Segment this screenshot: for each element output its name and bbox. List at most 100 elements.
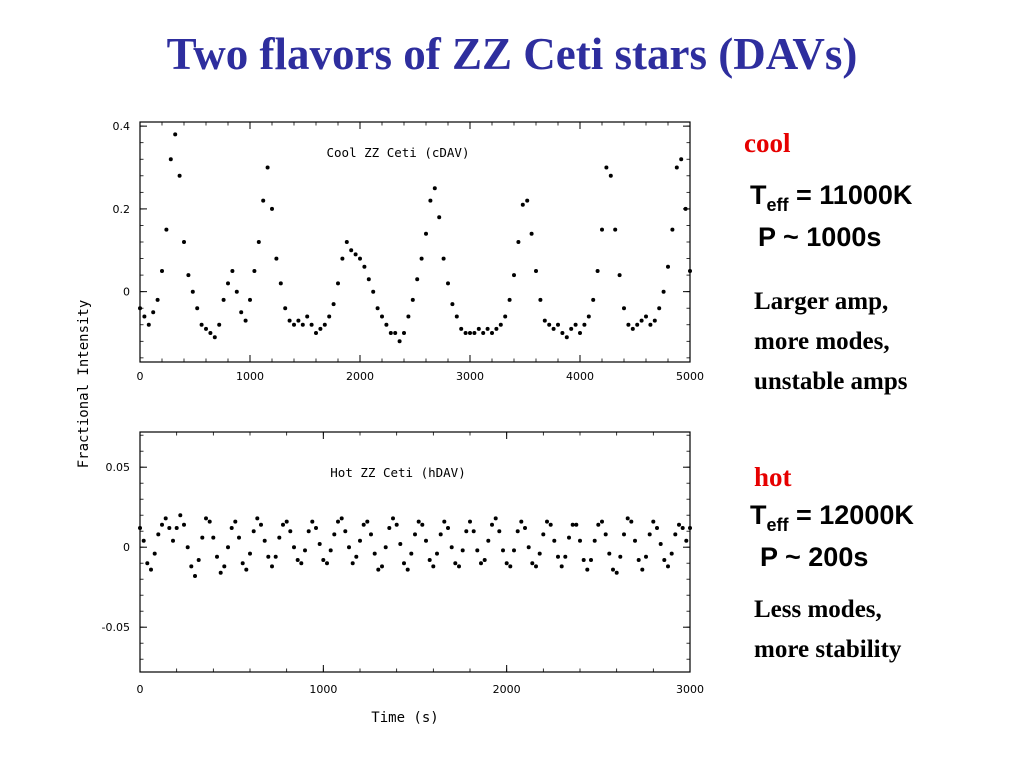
data-point: [655, 526, 659, 530]
data-point: [468, 331, 472, 335]
data-point: [281, 522, 285, 527]
data-point: [306, 529, 311, 534]
data-point: [603, 532, 608, 537]
data-point: [604, 165, 609, 170]
y-tick-label: -0.05: [102, 621, 130, 634]
data-point: [490, 331, 494, 335]
data-point: [547, 322, 552, 327]
data-point: [318, 326, 323, 331]
hot-period: P ~ 200s: [760, 542, 869, 572]
data-point: [520, 202, 525, 207]
data-point: [679, 157, 684, 162]
data-point: [586, 314, 591, 319]
cool-teff-value: = 11000K: [788, 180, 913, 210]
data-point: [534, 564, 538, 569]
data-point: [525, 198, 530, 203]
data-point: [239, 310, 244, 315]
data-point: [438, 532, 443, 537]
x-tick-label: 2000: [493, 683, 521, 696]
data-point: [459, 326, 464, 331]
data-point: [248, 551, 252, 556]
cool-description: Larger amp, more modes, unstable amps: [754, 282, 908, 402]
data-point: [585, 567, 590, 572]
data-point: [146, 322, 151, 327]
data-point: [541, 532, 546, 537]
data-point: [450, 302, 455, 307]
data-point: [578, 538, 582, 543]
data-point: [424, 231, 428, 236]
data-point: [617, 273, 622, 278]
data-point: [442, 519, 447, 524]
data-point: [503, 314, 508, 319]
data-point: [402, 561, 406, 566]
data-point: [288, 529, 293, 534]
data-point: [195, 306, 200, 311]
data-point: [207, 519, 212, 524]
data-point: [538, 297, 543, 302]
data-point: [551, 326, 556, 331]
data-point: [174, 526, 179, 530]
data-point: [596, 522, 601, 527]
data-point: [595, 269, 600, 273]
data-point: [512, 548, 516, 553]
data-point: [420, 522, 425, 527]
data-point: [300, 322, 305, 327]
data-point: [688, 526, 692, 530]
data-point: [317, 542, 322, 546]
data-point: [416, 519, 421, 524]
panel-title: Cool ZZ Ceti (cDAV): [327, 145, 470, 160]
data-point: [530, 561, 535, 566]
data-point: [529, 231, 534, 236]
data-point: [570, 522, 575, 527]
data-point: [626, 322, 631, 327]
data-point: [287, 318, 292, 323]
data-point: [556, 554, 560, 559]
data-point: [327, 314, 332, 319]
data-point: [349, 248, 354, 253]
data-point: [457, 564, 461, 569]
cool-teff-symbol: T: [750, 180, 767, 210]
hot-label: hot: [754, 462, 792, 492]
data-point: [622, 306, 626, 311]
data-point: [410, 297, 415, 302]
data-point: [240, 561, 245, 566]
data-point: [233, 519, 238, 524]
data-point: [344, 240, 349, 244]
data-point: [666, 264, 670, 269]
data-point: [230, 269, 235, 273]
data-point: [237, 535, 241, 540]
data-point: [193, 574, 197, 578]
data-point: [274, 256, 279, 261]
y-axis-label: Fractional Intensity: [76, 300, 92, 469]
data-point: [262, 538, 267, 543]
data-point: [372, 551, 377, 556]
x-tick-label: 0: [137, 683, 144, 696]
data-point: [581, 558, 586, 562]
data-point: [661, 289, 666, 294]
data-point: [299, 561, 304, 566]
data-point: [336, 281, 340, 286]
data-point: [332, 532, 337, 537]
data-point: [234, 289, 239, 294]
data-point: [200, 535, 205, 540]
data-point: [498, 322, 503, 327]
data-point: [534, 269, 538, 273]
data-point: [413, 532, 417, 537]
data-point: [255, 516, 260, 521]
data-point: [173, 132, 178, 137]
data-point: [358, 538, 362, 543]
data-point: [644, 554, 648, 559]
data-point: [523, 526, 527, 530]
data-point: [508, 564, 513, 569]
data-point: [680, 526, 685, 530]
data-point: [640, 567, 645, 572]
y-tick-label: 0.2: [113, 203, 131, 216]
data-point: [607, 551, 612, 556]
data-point: [449, 545, 454, 550]
data-point: [256, 240, 261, 244]
data-point: [305, 314, 310, 319]
data-point: [507, 297, 512, 302]
data-point: [149, 567, 153, 572]
data-point: [582, 322, 587, 327]
data-point: [384, 322, 389, 327]
